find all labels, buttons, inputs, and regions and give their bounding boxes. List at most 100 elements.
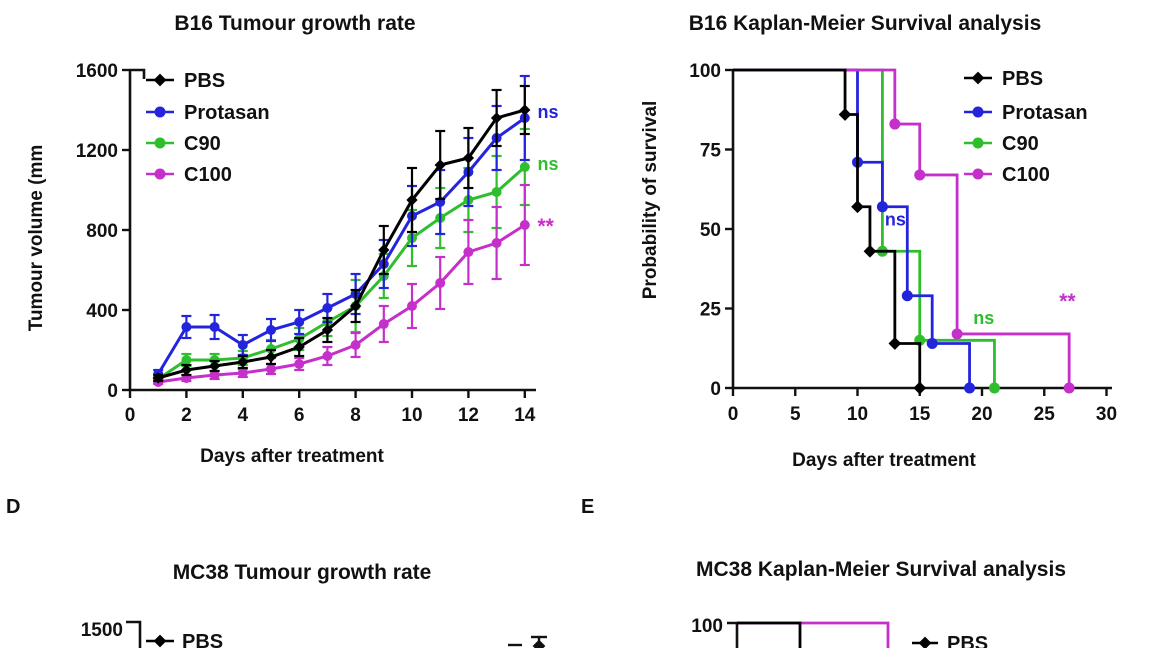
mc38-tumour-growth-chart-partial: MC38 Tumour growth rate 1500 PBS — [81, 561, 547, 648]
data-point-marker — [901, 290, 913, 302]
legend-label: PBS — [184, 70, 225, 92]
data-point-marker — [463, 247, 474, 257]
data-point-marker — [180, 364, 193, 376]
data-point-marker — [181, 355, 192, 365]
chart-title: B16 Kaplan-Meier Survival analysis — [689, 12, 1042, 35]
data-point-marker — [294, 359, 305, 369]
data-point-marker — [293, 341, 305, 353]
data-point-marker — [154, 106, 166, 118]
x-tick-label: 4 — [238, 405, 249, 426]
data-point-marker — [294, 317, 305, 327]
data-point-marker — [237, 356, 249, 368]
y-tick-label: 0 — [107, 381, 118, 402]
data-point-marker — [888, 337, 902, 350]
legend-label: Protasan — [1002, 102, 1088, 124]
x-axis-label: Days after treatment — [792, 450, 976, 471]
data-point-marker — [154, 137, 166, 149]
x-tick-label: 25 — [1034, 404, 1056, 425]
x-tick-label: 5 — [790, 404, 801, 425]
y-tick-label: 400 — [86, 301, 118, 322]
x-tick-label: 10 — [847, 404, 868, 425]
data-point-marker — [209, 322, 220, 332]
data-point-marker — [209, 370, 220, 380]
series-C100 — [737, 621, 890, 648]
data-point-marker — [964, 382, 976, 394]
data-point-marker — [914, 169, 926, 181]
sig-annotation: ** — [537, 215, 554, 238]
mc38_growth-group: MC38 Tumour growth rate 1500 PBS — [81, 561, 547, 648]
data-point-marker — [519, 220, 530, 230]
y-tick-label: 800 — [86, 221, 118, 242]
sig-annotation: ns — [973, 308, 994, 328]
panel-label-e: E — [581, 496, 595, 518]
data-point-marker — [972, 168, 984, 180]
panel-label-d: D — [6, 496, 21, 518]
data-point-marker — [152, 372, 164, 384]
series-C100 — [153, 183, 530, 387]
axes — [727, 621, 739, 648]
data-point-marker — [519, 162, 530, 172]
data-point-marker — [972, 137, 984, 149]
legend: PBS — [912, 633, 988, 648]
data-point-marker — [889, 118, 901, 130]
data-point-marker — [971, 71, 985, 85]
x-tick-label: 2 — [181, 405, 192, 426]
data-point-marker — [435, 278, 446, 288]
x-tick-label: 12 — [458, 405, 479, 426]
data-point-marker — [532, 639, 546, 648]
mc38_km-group: MC38 Kaplan-Meier Survival analysis 100 PB… — [691, 558, 1066, 648]
y-tick-label: 1200 — [76, 141, 118, 162]
series-PBS — [737, 621, 802, 648]
legend: PBS — [146, 631, 223, 648]
legend-label: C100 — [184, 164, 232, 186]
data-point-marker — [951, 328, 963, 340]
x-tick-label: 0 — [125, 405, 136, 426]
data-point-marker — [153, 634, 167, 648]
series-Protasan — [733, 68, 976, 394]
y-axis-label: Tumour volume (mm — [26, 145, 47, 332]
y-tick-label: 1500 — [81, 620, 123, 641]
x-tick-label: 14 — [514, 405, 536, 426]
data-point-marker — [208, 360, 221, 372]
x-tick-label: 0 — [728, 404, 739, 425]
data-point-marker — [918, 636, 932, 648]
data-point-marker — [491, 187, 502, 197]
data-point-marker — [349, 300, 362, 312]
data-point-marker — [519, 104, 531, 116]
b16_km-group: B16 Kaplan-Meier Survival analysis 0 25 50 7… — [640, 12, 1117, 471]
legend-label: PBS — [182, 631, 223, 648]
data-point-marker — [926, 337, 938, 349]
data-point-marker — [876, 201, 888, 213]
data-point-marker — [407, 301, 417, 311]
x-axis-label: Days after treatment — [200, 446, 384, 467]
b16-kaplan-meier-chart: B16 Kaplan-Meier Survival analysis 0 25 50 7… — [640, 12, 1117, 471]
y-axis-label: Probability of survival — [640, 101, 661, 300]
y-tick-label: 50 — [700, 220, 721, 241]
y-tick-label: 25 — [700, 300, 722, 321]
series-PBS — [733, 68, 927, 395]
data-point-marker — [237, 368, 248, 378]
data-point-marker — [153, 73, 167, 87]
x-tick-label: 10 — [401, 405, 422, 426]
data-point-marker — [266, 325, 276, 335]
series-C90 — [733, 68, 1000, 394]
y-tick-label: 100 — [689, 61, 721, 82]
sig-annotation: ns — [885, 209, 906, 229]
y-tick-label: 75 — [700, 141, 722, 162]
data-point-marker — [434, 159, 446, 171]
data-point-marker — [462, 152, 475, 164]
data-point-marker — [491, 238, 502, 248]
data-point-marker — [154, 168, 166, 180]
legend-label: PBS — [1002, 68, 1043, 90]
mc38-kaplan-meier-chart-partial: MC38 Kaplan-Meier Survival analysis 100 PB… — [691, 558, 1066, 648]
data-point-marker — [266, 364, 276, 374]
data-point-marker — [406, 194, 418, 206]
x-tick-label: 8 — [350, 405, 361, 426]
data-point-marker — [972, 106, 984, 118]
data-point-marker — [237, 340, 248, 350]
sig-annotation: ** — [1059, 290, 1076, 313]
data-point-marker — [988, 382, 1000, 394]
data-point-marker — [265, 351, 277, 363]
legend-label: Protasan — [184, 102, 270, 124]
chart-title: B16 Tumour growth rate — [174, 12, 415, 35]
